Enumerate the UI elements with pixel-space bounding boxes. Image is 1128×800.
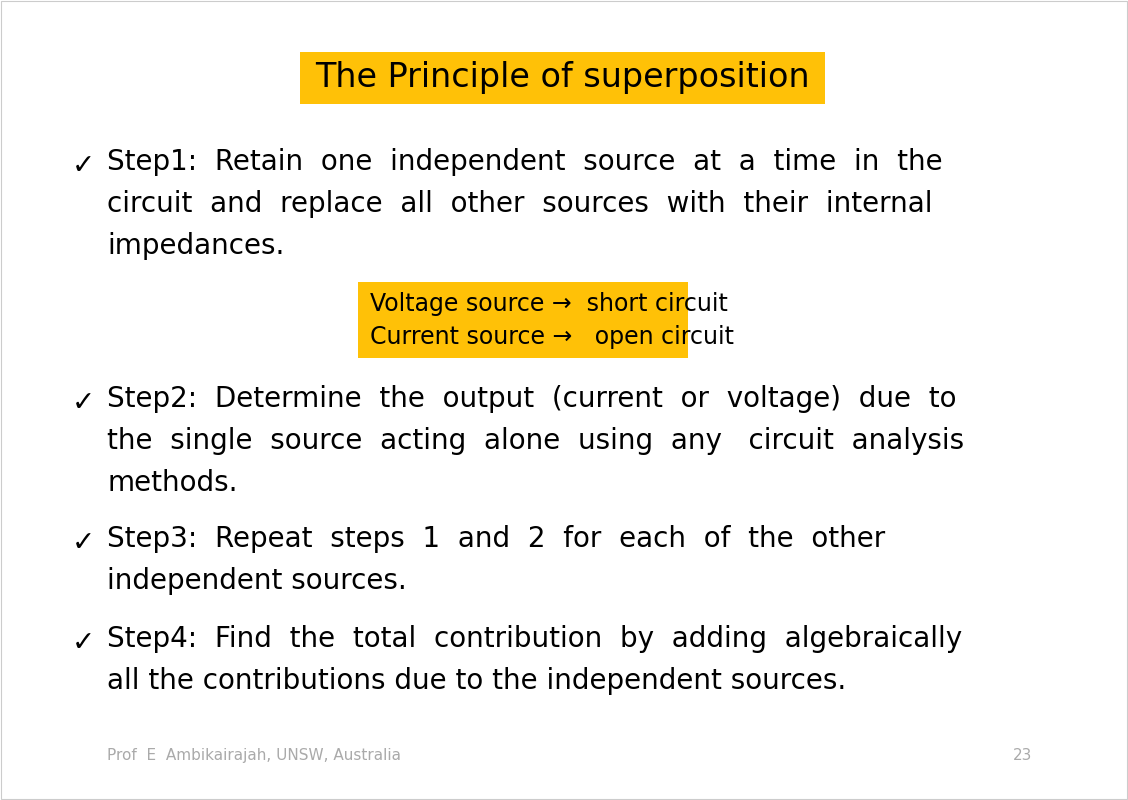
Text: ✓: ✓ — [72, 152, 95, 180]
Text: Step1:  Retain  one  independent  source  at  a  time  in  the: Step1: Retain one independent source at … — [107, 148, 943, 176]
Text: Current source →   open circuit: Current source → open circuit — [370, 325, 734, 349]
FancyBboxPatch shape — [300, 52, 825, 104]
Text: independent sources.: independent sources. — [107, 567, 407, 595]
Text: ✓: ✓ — [72, 629, 95, 657]
Text: all the contributions due to the independent sources.: all the contributions due to the indepen… — [107, 667, 846, 695]
Text: ✓: ✓ — [72, 389, 95, 417]
Text: the  single  source  acting  alone  using  any   circuit  analysis: the single source acting alone using any… — [107, 427, 964, 455]
Text: Step3:  Repeat  steps  1  and  2  for  each  of  the  other: Step3: Repeat steps 1 and 2 for each of … — [107, 525, 885, 553]
Text: methods.: methods. — [107, 469, 238, 497]
Text: Voltage source →  short circuit: Voltage source → short circuit — [370, 292, 728, 316]
Text: circuit  and  replace  all  other  sources  with  their  internal: circuit and replace all other sources wi… — [107, 190, 933, 218]
Text: The Principle of superposition: The Principle of superposition — [315, 62, 810, 94]
Text: Step2:  Determine  the  output  (current  or  voltage)  due  to: Step2: Determine the output (current or … — [107, 385, 957, 413]
Text: Prof  E  Ambikairajah, UNSW, Australia: Prof E Ambikairajah, UNSW, Australia — [107, 748, 400, 763]
FancyBboxPatch shape — [358, 282, 688, 358]
Text: Step4:  Find  the  total  contribution  by  adding  algebraically: Step4: Find the total contribution by ad… — [107, 625, 962, 653]
Text: ✓: ✓ — [72, 529, 95, 557]
Text: impedances.: impedances. — [107, 232, 284, 260]
Text: 23: 23 — [1013, 748, 1032, 763]
